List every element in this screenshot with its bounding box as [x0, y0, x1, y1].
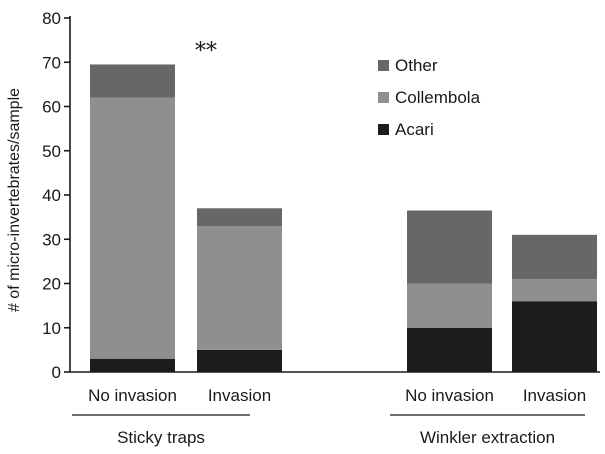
bar-collembola-1: [90, 97, 175, 359]
bar-other-4: [512, 234, 597, 280]
group-label-sticky-traps: Sticky traps: [117, 428, 205, 447]
bar-acari-3: [407, 327, 492, 372]
bar-acari-1: [90, 358, 175, 372]
bar-other-2: [197, 208, 282, 226]
bar-collembola-4: [512, 279, 597, 302]
axes-layer: [64, 16, 600, 416]
legend-swatch-acari: [378, 124, 389, 135]
significance-annotation-1: **: [195, 39, 217, 64]
bar-other-1: [90, 64, 175, 98]
y-tick-label-20: 20: [42, 275, 61, 294]
y-tick-label-50: 50: [42, 142, 61, 161]
y-tick-label-10: 10: [42, 319, 61, 338]
legend-swatch-collembola: [378, 92, 389, 103]
legend-swatch-other: [378, 60, 389, 71]
x-tick-label-3: No invasion: [405, 386, 494, 405]
y-tick-label-70: 70: [42, 53, 61, 72]
legend-label-other: Other: [395, 56, 438, 75]
bar-acari-4: [512, 301, 597, 372]
y-tick-label-80: 80: [42, 9, 61, 28]
y-tick-label-40: 40: [42, 186, 61, 205]
y-tick-label-60: 60: [42, 98, 61, 117]
bar-collembola-3: [407, 283, 492, 328]
group-label-winkler-extraction: Winkler extraction: [420, 428, 555, 447]
legend-label-collembola: Collembola: [395, 88, 481, 107]
labels-layer: 0 10 20 30 40 50 60 70 80 # of micro-invertebrate…: [6, 9, 586, 447]
y-tick-label-0: 0: [52, 363, 61, 382]
bar-acari-2: [197, 349, 282, 373]
legend: Other Collembola Acari: [378, 56, 481, 139]
x-tick-label-1: No invasion: [88, 386, 177, 405]
y-axis-label: # of micro-invertebrates/sample: [6, 88, 23, 312]
x-tick-label-4: Invasion: [523, 386, 586, 405]
bar-collembola-2: [197, 225, 282, 350]
x-tick-label-2: Invasion: [208, 386, 271, 405]
y-tick-label-30: 30: [42, 230, 61, 249]
bars-layer: [90, 64, 597, 373]
bar-other-3: [407, 210, 492, 284]
legend-label-acari: Acari: [395, 120, 434, 139]
